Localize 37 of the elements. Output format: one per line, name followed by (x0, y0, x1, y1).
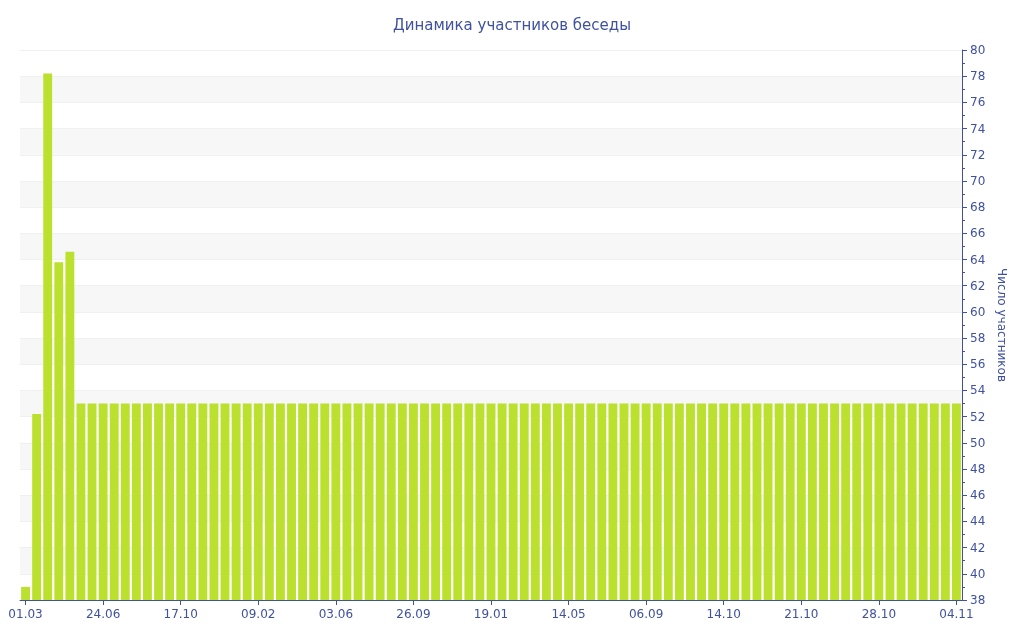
y-tick-label: 68 (970, 200, 986, 215)
y-tick-label: 76 (970, 95, 986, 110)
x-tick-label: 24.06 (85, 607, 121, 621)
y-axis-title: Число участников (995, 268, 1010, 382)
y-tick-label: 52 (970, 409, 986, 424)
y-tick-label: 74 (970, 121, 986, 136)
x-tick-label: 01.03 (8, 607, 43, 621)
y-tick-label: 46 (970, 488, 986, 503)
x-tick-label: 17.10 (163, 607, 198, 621)
y-tick-label: 50 (970, 435, 986, 450)
x-tick-label: 03.06 (318, 607, 354, 621)
x-tick-label: 26.09 (396, 607, 431, 621)
y-tick-label: 70 (970, 173, 986, 188)
y-tick-label: 40 (970, 566, 986, 581)
x-tick-label: 21.10 (784, 607, 819, 621)
y-tick-label: 44 (970, 514, 986, 529)
x-tick-label: 28.10 (861, 607, 897, 621)
y-tick-label: 80 (970, 43, 986, 57)
x-tick-label: 09.02 (241, 607, 276, 621)
y-tick-label: 62 (970, 278, 986, 293)
y-tick-label: 58 (970, 331, 986, 346)
y-tick-label: 78 (970, 69, 986, 84)
x-tick-label: 14.10 (706, 607, 741, 621)
y-tick-label: 72 (970, 147, 986, 162)
y-tick-label: 48 (970, 462, 986, 477)
y-tick-label: 42 (970, 540, 986, 555)
chart-title: Динамика участников беседы (392, 15, 632, 34)
x-tick-label: 19.01 (473, 607, 509, 621)
y-tick-label: 64 (970, 252, 986, 267)
y-tick-label: 54 (970, 383, 986, 398)
y-tick-label: 56 (970, 357, 986, 372)
x-tick-label: 14.05 (551, 607, 586, 621)
y-tick-label: 66 (970, 226, 986, 241)
y-tick-label: 60 (970, 304, 986, 319)
y-tick-label: 38 (970, 593, 986, 607)
x-tick-label: 06.09 (628, 607, 664, 621)
x-tick-label: 04.11 (939, 607, 974, 621)
